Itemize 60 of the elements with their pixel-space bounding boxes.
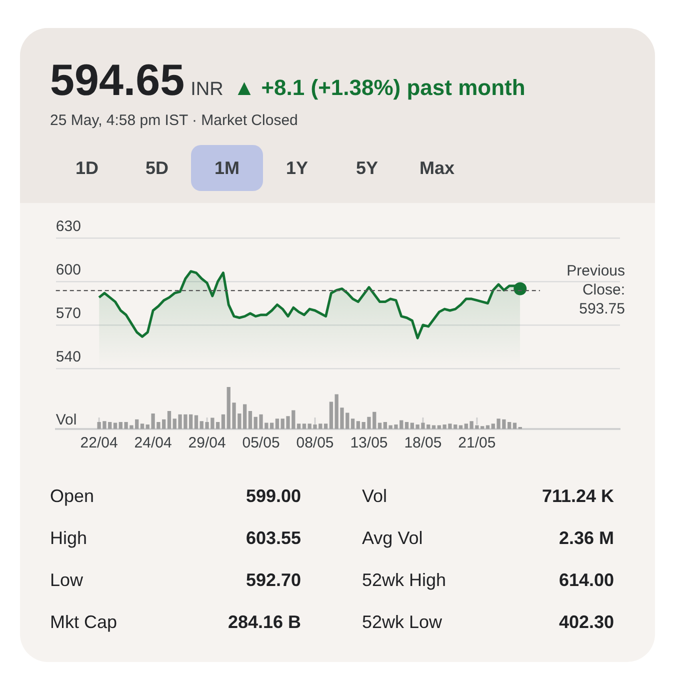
y-axis-title: Vol <box>56 412 77 429</box>
bar <box>324 424 328 429</box>
bar <box>221 414 226 429</box>
y-tick-label: 570 <box>56 305 81 322</box>
bar <box>270 422 274 429</box>
x-tick-label: 22/04 <box>80 434 118 452</box>
text: 52wk High <box>362 570 446 591</box>
y-tick-label: 540 <box>56 348 81 366</box>
y-tick-label: 630 <box>56 218 81 236</box>
text: INR <box>190 79 224 100</box>
text: 5Y <box>354 157 380 180</box>
text: 2.36 M <box>558 528 614 549</box>
x-tick-label: 29/04 <box>188 434 226 452</box>
text: 599.00 <box>246 486 301 507</box>
bar <box>140 424 144 429</box>
bar <box>512 422 517 429</box>
text: 1M <box>191 145 263 191</box>
text: 1Y <box>284 157 310 180</box>
text: 603.55 <box>246 528 301 549</box>
bar <box>458 425 463 429</box>
bar <box>167 411 172 429</box>
text: Max <box>418 157 456 180</box>
x-tick-label: 24/04 <box>134 434 172 452</box>
bar <box>404 422 409 429</box>
text: Mkt Cap <box>50 612 118 633</box>
text: 402.30 <box>558 612 614 633</box>
text: Low <box>50 570 84 591</box>
text: 614.00 <box>558 570 614 591</box>
text: 594.65 <box>50 56 185 105</box>
x-tick-label: 13/05 <box>350 434 388 452</box>
bar <box>302 424 306 429</box>
bar <box>329 402 334 429</box>
text: 5D <box>144 157 170 180</box>
bar <box>350 418 355 429</box>
text: 284.16 B <box>228 612 301 633</box>
text: ▲ +8.1 (+1.38%) past month <box>233 75 526 100</box>
text: Avg Vol <box>362 528 423 549</box>
bar <box>378 422 382 429</box>
ref-line-label: Previous Close: 593.75 <box>566 262 625 318</box>
text: High <box>50 528 88 549</box>
x-tick-label: 21/05 <box>458 434 496 452</box>
bar <box>296 424 301 429</box>
bar <box>356 421 360 429</box>
text: 25 May, 4:58 pm IST · Market Closed <box>50 112 298 129</box>
bar <box>275 418 280 429</box>
x-tick-label: 05/05 <box>242 434 280 452</box>
bar <box>113 422 118 429</box>
x-tick-label: 08/05 <box>296 434 334 452</box>
text: 711.24 K <box>542 486 614 507</box>
bar <box>194 415 198 429</box>
text: Vol <box>362 486 388 507</box>
bar <box>432 425 436 429</box>
y-tick-label: 600 <box>56 262 81 279</box>
bar <box>248 411 252 429</box>
text: Open <box>50 486 94 507</box>
bar <box>486 425 490 429</box>
x-tick-label: 18/05 <box>404 434 442 452</box>
text: 52wk Low <box>362 612 442 633</box>
text: 592.70 <box>246 570 301 591</box>
text: 1D <box>74 157 100 180</box>
